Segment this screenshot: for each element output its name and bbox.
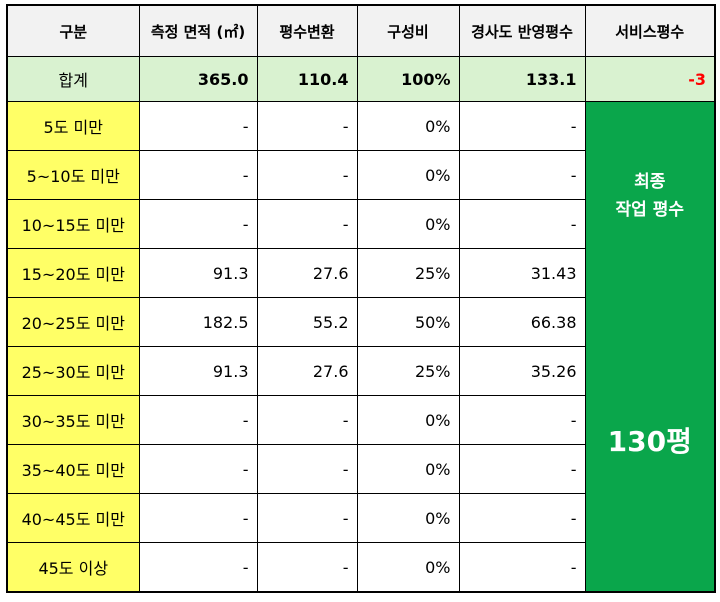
row-pyeong: 55.2: [256, 297, 358, 347]
service-value: 130평: [607, 425, 692, 458]
header-pyeong: 평수변환: [256, 4, 358, 57]
row-slope-pyeong: -: [458, 101, 586, 151]
row-slope-pyeong: -: [458, 493, 586, 543]
table-row: 35~40도 미만 - - 0% -: [6, 444, 715, 494]
row-slope-pyeong: 31.43: [458, 248, 586, 298]
row-area: -: [138, 542, 258, 593]
total-label: 합계: [6, 56, 140, 102]
table-row: 15~20도 미만 91.3 27.6 25% 31.43: [6, 248, 715, 298]
row-slope-pyeong: -: [458, 395, 586, 445]
row-area: -: [138, 101, 258, 151]
table-row: 5도 미만 - - 0% - 최종 작업 평수 130평: [6, 101, 716, 593]
row-ratio: 0%: [356, 101, 460, 151]
total-row: 합계 365.0 110.4 100% 133.1 -3: [6, 56, 716, 102]
row-label: 10~15도 미만: [6, 199, 140, 249]
row-ratio: 0%: [356, 395, 460, 445]
service-cell: 최종 작업 평수 130평: [584, 101, 716, 593]
row-slope-pyeong: -: [458, 150, 586, 200]
table-row: 5~10도 미만 - - 0% -: [6, 150, 715, 200]
row-slope-pyeong: 66.38: [458, 297, 586, 347]
row-area: 182.5: [138, 297, 258, 347]
total-area: 365.0: [138, 56, 258, 102]
row-label: 40~45도 미만: [6, 493, 140, 543]
row-ratio: 0%: [356, 542, 460, 593]
row-pyeong: -: [256, 395, 358, 445]
row-area: -: [138, 395, 258, 445]
table-row: 25~30도 미만 91.3 27.6 25% 35.26: [6, 346, 715, 396]
row-slope-pyeong: -: [458, 199, 586, 249]
header-category: 구분: [6, 4, 140, 57]
row-area: 91.3: [138, 248, 258, 298]
row-ratio: 50%: [356, 297, 460, 347]
row-pyeong: -: [256, 542, 358, 593]
total-service: -3: [584, 56, 716, 102]
row-area: -: [138, 150, 258, 200]
total-ratio: 100%: [356, 56, 460, 102]
row-label: 5도 미만: [6, 101, 140, 151]
row-area: -: [138, 493, 258, 543]
row-label: 15~20도 미만: [6, 248, 140, 298]
row-label: 35~40도 미만: [6, 444, 140, 494]
header-area: 측정 면적 (㎡): [138, 4, 258, 57]
row-area: -: [138, 199, 258, 249]
row-pyeong: -: [256, 101, 358, 151]
row-ratio: 25%: [356, 346, 460, 396]
row-area: -: [138, 444, 258, 494]
row-ratio: 0%: [356, 444, 460, 494]
row-ratio: 25%: [356, 248, 460, 298]
table-row: 45도 이상 - - 0% -: [6, 542, 715, 593]
total-pyeong: 110.4: [256, 56, 358, 102]
row-slope-pyeong: -: [458, 444, 586, 494]
row-label: 45도 이상: [6, 542, 140, 593]
row-label: 30~35도 미만: [6, 395, 140, 445]
row-label: 25~30도 미만: [6, 346, 140, 396]
row-slope-pyeong: -: [458, 542, 586, 593]
table-row: 30~35도 미만 - - 0% -: [6, 395, 715, 445]
row-pyeong: -: [256, 444, 358, 494]
row-ratio: 0%: [356, 493, 460, 543]
header-ratio: 구성비: [356, 4, 460, 57]
header-row: 구분 측정 면적 (㎡) 평수변환 구성비 경사도 반영평수 서비스평수: [6, 4, 716, 57]
service-label-line1: 최종: [634, 172, 666, 192]
header-slope-pyeong: 경사도 반영평수: [458, 4, 586, 57]
row-ratio: 0%: [356, 150, 460, 200]
row-label: 5~10도 미만: [6, 150, 140, 200]
row-pyeong: 27.6: [256, 346, 358, 396]
row-pyeong: 27.6: [256, 248, 358, 298]
slope-area-table: 구분 측정 면적 (㎡) 평수변환 구성비 경사도 반영평수 서비스평수 합계 …: [6, 4, 716, 593]
total-slope-pyeong: 133.1: [458, 56, 586, 102]
row-area: 91.3: [138, 346, 258, 396]
service-label: 최종 작업 평수: [586, 168, 714, 224]
header-service: 서비스평수: [584, 4, 716, 57]
row-ratio: 0%: [356, 199, 460, 249]
service-label-line2: 작업 평수: [615, 200, 684, 220]
row-pyeong: -: [256, 199, 358, 249]
table-row: 40~45도 미만 - - 0% -: [6, 493, 715, 543]
row-slope-pyeong: 35.26: [458, 346, 586, 396]
row-label: 20~25도 미만: [6, 297, 140, 347]
row-pyeong: -: [256, 150, 358, 200]
row-pyeong: -: [256, 493, 358, 543]
